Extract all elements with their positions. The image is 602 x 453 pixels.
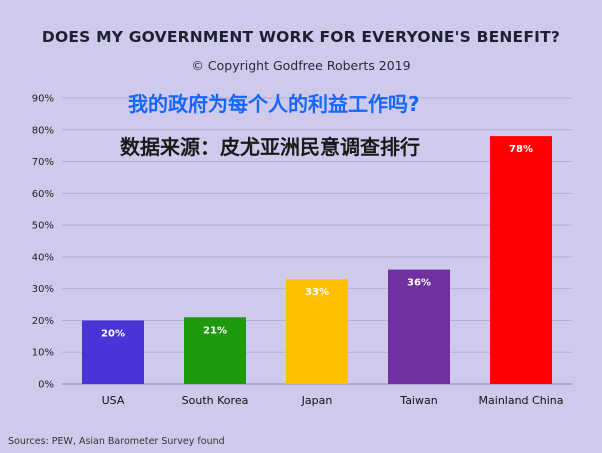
data-label: 36% bbox=[407, 278, 431, 289]
y-tick-label: 20% bbox=[32, 316, 54, 327]
x-tick-label: Mainland China bbox=[479, 394, 564, 407]
x-tick-label: USA bbox=[102, 394, 125, 407]
data-label: 33% bbox=[305, 287, 329, 298]
chinese-overlay-source: 数据来源：皮尤亚洲民意调查排行 bbox=[120, 135, 420, 159]
y-tick-label: 0% bbox=[38, 380, 54, 391]
chart-title: DOES MY GOVERNMENT WORK FOR EVERYONE'S B… bbox=[41, 28, 561, 46]
bar bbox=[388, 269, 450, 384]
data-label: 78% bbox=[509, 144, 533, 155]
x-tick-label: Japan bbox=[301, 394, 333, 407]
copyright-text: © Copyright Godfree Roberts 2019 bbox=[191, 58, 411, 73]
y-axis-ticks: 0% 10% 20% 30% 40% 50% 60% 70% 80% 90% bbox=[32, 94, 54, 391]
bars bbox=[82, 136, 552, 384]
y-tick-label: 50% bbox=[32, 221, 54, 232]
bar bbox=[286, 279, 348, 384]
y-tick-label: 70% bbox=[32, 157, 54, 168]
y-tick-label: 90% bbox=[32, 94, 54, 105]
bar bbox=[82, 320, 144, 384]
x-tick-label: South Korea bbox=[182, 394, 249, 407]
data-label: 20% bbox=[101, 328, 125, 339]
y-tick-label: 80% bbox=[32, 125, 54, 136]
y-tick-label: 10% bbox=[32, 348, 54, 359]
x-tick-label: Taiwan bbox=[399, 394, 437, 407]
bar bbox=[490, 136, 552, 384]
x-axis-ticks: USA South Korea Japan Taiwan Mainland China bbox=[102, 394, 564, 407]
y-tick-label: 30% bbox=[32, 284, 54, 295]
chinese-overlay-title: 我的政府为每个人的利益工作吗? bbox=[128, 92, 420, 116]
y-tick-label: 60% bbox=[32, 189, 54, 200]
data-labels: 20% 21% 33% 36% 78% bbox=[101, 144, 533, 339]
gridlines bbox=[62, 97, 572, 385]
y-tick-label: 40% bbox=[32, 252, 54, 263]
data-label: 21% bbox=[203, 325, 227, 336]
sources-footnote: Sources: PEW, Asian Barometer Survey fou… bbox=[8, 436, 225, 447]
bar bbox=[184, 317, 246, 384]
